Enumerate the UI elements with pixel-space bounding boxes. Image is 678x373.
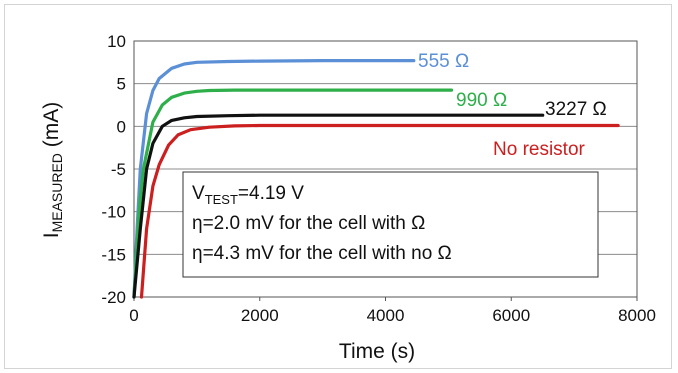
series-lines — [132, 58, 620, 299]
x-tick-label: 6000 — [492, 306, 530, 325]
x-axis-ticks: 0 2000 4000 6000 8000 — [129, 297, 656, 325]
y-tick-label: -5 — [111, 160, 126, 179]
y-tick-label: -10 — [101, 203, 126, 222]
y-tick-label: 10 — [107, 32, 126, 51]
y-tick-label: -15 — [101, 245, 126, 264]
series-line-990 — [132, 88, 454, 299]
series-line-555 — [132, 58, 416, 299]
x-tick-label: 4000 — [367, 306, 405, 325]
annotation-line-2: η=2.0 mV for the cell with Ω — [192, 213, 425, 234]
x-tick-label: 2000 — [241, 306, 279, 325]
series-label-990: 990 Ω — [456, 90, 507, 111]
x-tick-label: 0 — [129, 306, 138, 325]
annotation-box: VTEST=4.19 V η=2.0 mV for the cell with … — [182, 171, 599, 278]
series-label-3227: 3227 Ω — [545, 99, 607, 120]
annotation-line-1: VTEST=4.19 V — [192, 183, 304, 207]
y-tick-label: 0 — [117, 117, 126, 136]
x-tick-label: 8000 — [618, 306, 656, 325]
y-axis-title: IMEASURED (mA) — [40, 102, 65, 239]
series-line-no-resistor — [139, 123, 620, 299]
chart-frame — [4, 4, 672, 369]
y-tick-label: 5 — [117, 75, 126, 94]
y-axis-ticks: 10 5 0 -5 -10 -15 -20 — [101, 32, 126, 307]
series-line-3227 — [132, 113, 545, 299]
annotation-line-3: η=4.3 mV for the cell with no Ω — [192, 243, 452, 264]
x-axis-title: Time (s) — [339, 340, 415, 363]
series-label-555: 555 Ω — [418, 51, 469, 72]
series-label-no-resistor: No resistor — [493, 139, 586, 160]
y-tick-label: -20 — [101, 288, 126, 307]
